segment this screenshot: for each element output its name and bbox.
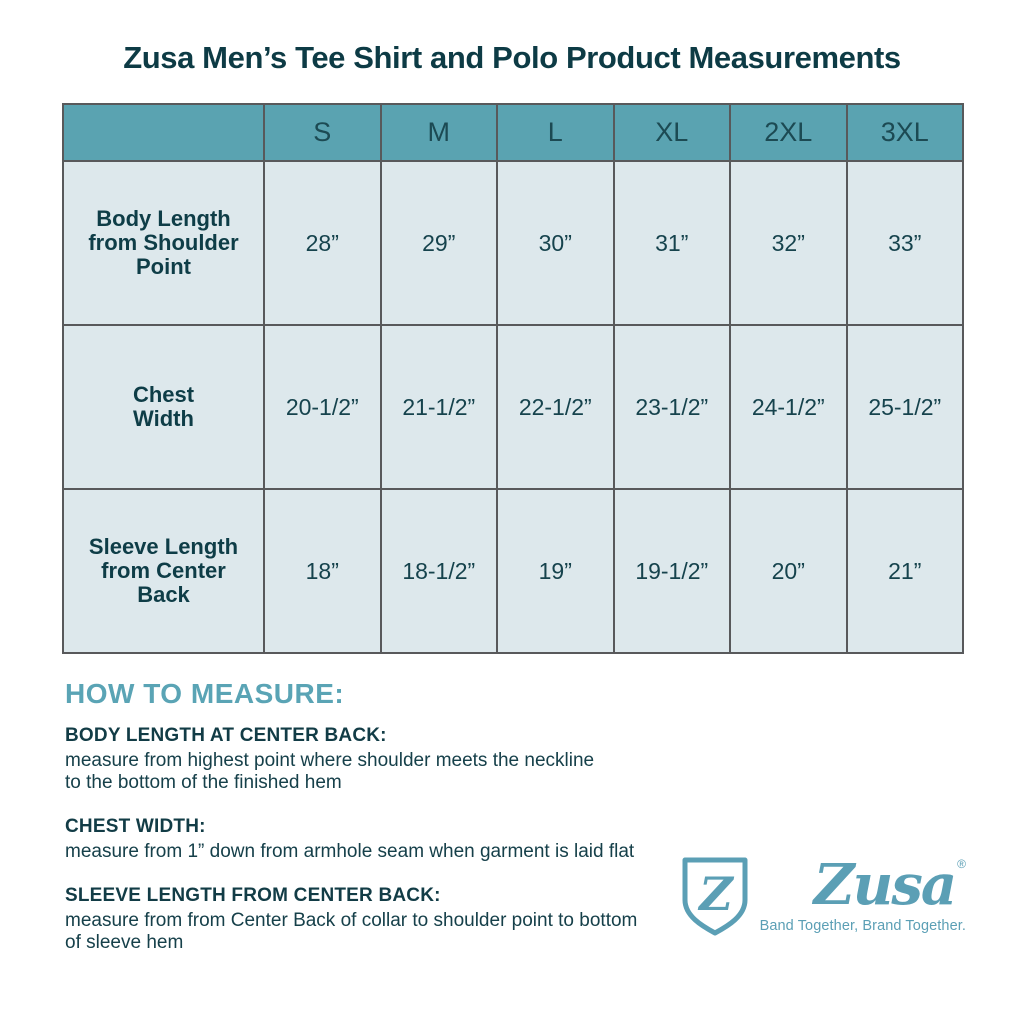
registered-trademark-icon: ® bbox=[957, 857, 966, 871]
size-chart-table: S M L XL 2XL 3XL Body Length from Should… bbox=[62, 103, 964, 654]
row-label-chest-width: Chest Width bbox=[62, 324, 265, 490]
measurement-cell: 19-1/2” bbox=[612, 488, 731, 654]
measure-definition: measure from highest point where shoulde… bbox=[65, 750, 595, 793]
size-header-l: L bbox=[496, 103, 615, 162]
logo-tagline: Band Together, Brand Together. bbox=[759, 918, 966, 934]
shield-letter: Z bbox=[697, 867, 734, 921]
zusa-shield-icon: Z bbox=[682, 857, 748, 936]
zusa-logo: Z Zusa ® Band Together, Brand Together. bbox=[680, 856, 966, 938]
measurement-cell: 30” bbox=[496, 160, 615, 326]
measurement-cell: 31” bbox=[612, 160, 731, 326]
row-label-body-length: Body Length from Shoulder Point bbox=[62, 160, 265, 326]
page-title: Zusa Men’s Tee Shirt and Polo Product Me… bbox=[123, 40, 901, 75]
size-header-row: S M L XL 2XL 3XL bbox=[62, 103, 964, 162]
measurement-cell: 23-1/2” bbox=[612, 324, 731, 490]
measure-item-sleeve-length: SLEEVE LENGTH FROM CENTER BACK: measure … bbox=[65, 885, 705, 954]
measurement-cell: 21-1/2” bbox=[379, 324, 498, 490]
measurement-cell: 25-1/2” bbox=[845, 324, 964, 490]
size-header-m: M bbox=[379, 103, 498, 162]
measurement-cell: 19” bbox=[496, 488, 615, 654]
measurement-cell: 22-1/2” bbox=[496, 324, 615, 490]
measure-definition: measure from 1” down from armhole seam w… bbox=[65, 841, 635, 862]
measurement-cell: 33” bbox=[845, 160, 964, 326]
measure-term: CHEST WIDTH: bbox=[65, 816, 206, 837]
measure-item-chest-width: CHEST WIDTH: measure from 1” down from a… bbox=[65, 816, 705, 863]
measure-item-body-length: BODY LENGTH AT CENTER BACK: measure from… bbox=[65, 725, 705, 794]
measurement-cell: 24-1/2” bbox=[729, 324, 848, 490]
measurement-cell: 32” bbox=[729, 160, 848, 326]
size-header-2xl: 2XL bbox=[729, 103, 848, 162]
measurement-cell: 18” bbox=[263, 488, 382, 654]
measurement-cell: 29” bbox=[379, 160, 498, 326]
measurement-cell: 18-1/2” bbox=[379, 488, 498, 654]
zusa-wordmark: Zusa bbox=[813, 852, 957, 918]
size-header-3xl: 3XL bbox=[845, 103, 964, 162]
table-row-chest-width: Chest Width 20-1/2” 21-1/2” 22-1/2” 23-1… bbox=[62, 324, 964, 490]
corner-cell bbox=[62, 103, 265, 162]
size-header-s: S bbox=[263, 103, 382, 162]
table-row-sleeve-length: Sleeve Length from Center Back 18” 18-1/… bbox=[62, 488, 964, 654]
how-to-measure-heading: HOW TO MEASURE: bbox=[65, 678, 345, 709]
measurement-cell: 20-1/2” bbox=[263, 324, 382, 490]
measurement-cell: 21” bbox=[845, 488, 964, 654]
measure-term: SLEEVE LENGTH FROM CENTER BACK: bbox=[65, 885, 441, 906]
measurement-cell: 28” bbox=[263, 160, 382, 326]
size-header-xl: XL bbox=[612, 103, 731, 162]
measure-definition: measure from from Center Back of collar … bbox=[65, 910, 638, 953]
measure-term: BODY LENGTH AT CENTER BACK: bbox=[65, 725, 387, 746]
table-row-body-length: Body Length from Shoulder Point 28” 29” … bbox=[62, 160, 964, 326]
row-label-sleeve-length: Sleeve Length from Center Back bbox=[62, 488, 265, 654]
measurement-cell: 20” bbox=[729, 488, 848, 654]
how-to-measure-section: HOW TO MEASURE: BODY LENGTH AT CENTER BA… bbox=[65, 678, 705, 976]
